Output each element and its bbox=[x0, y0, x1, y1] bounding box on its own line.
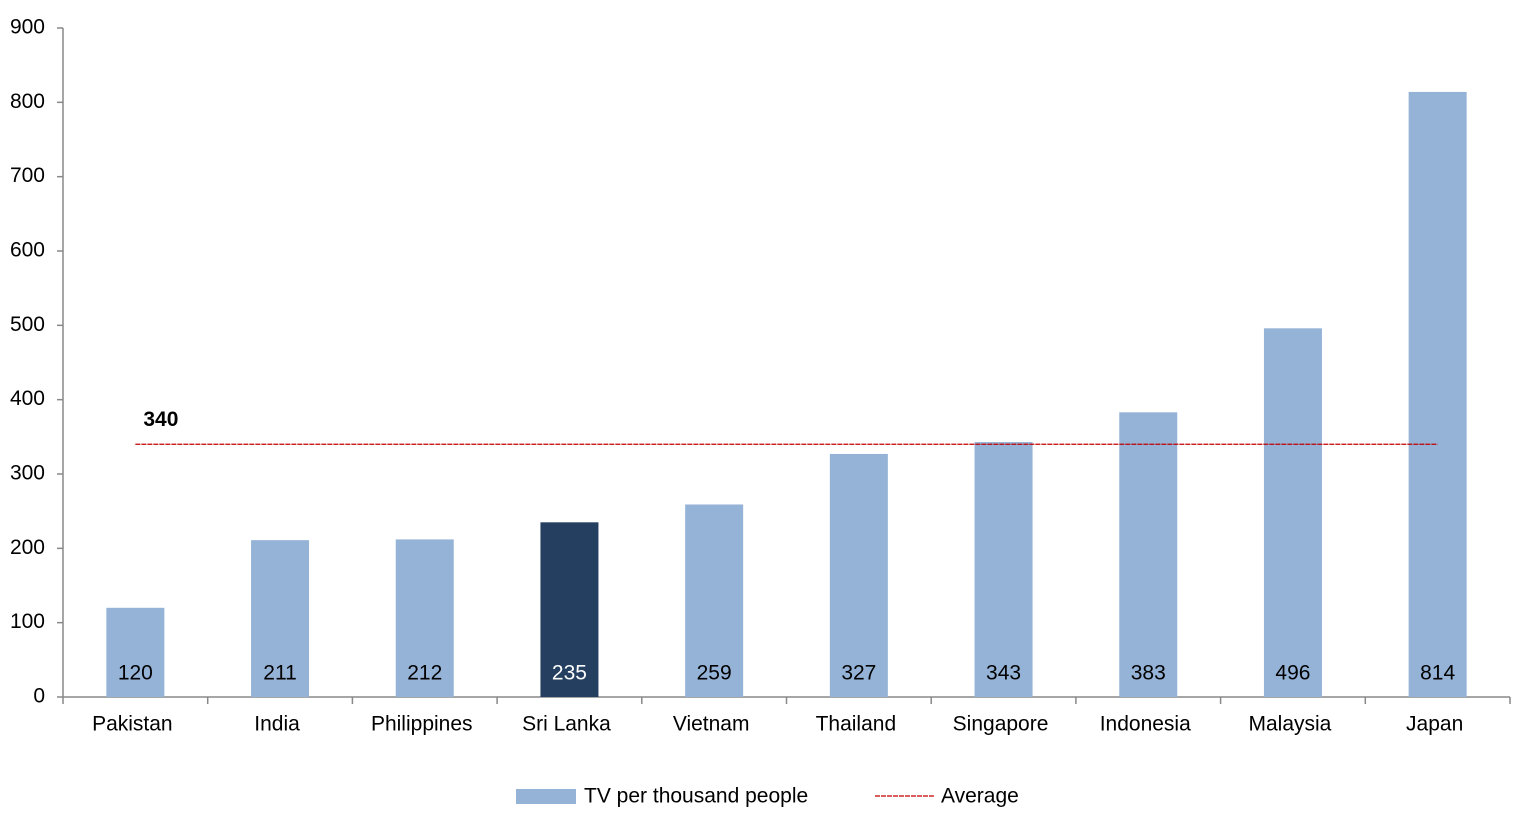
value-label: 259 bbox=[697, 662, 732, 685]
y-tick-label: 700 bbox=[10, 164, 45, 187]
y-tick-label: 600 bbox=[10, 239, 45, 262]
y-tick-label: 0 bbox=[33, 685, 45, 708]
bar bbox=[974, 442, 1033, 697]
value-label: 212 bbox=[407, 662, 442, 685]
x-tick-label: Indonesia bbox=[1100, 713, 1191, 736]
x-tick-label: Sri Lanka bbox=[522, 713, 611, 736]
bar bbox=[1263, 328, 1322, 697]
legend-swatch bbox=[516, 789, 576, 804]
x-tick-label: Malaysia bbox=[1249, 713, 1332, 736]
y-tick-label: 200 bbox=[10, 536, 45, 559]
bar bbox=[540, 522, 599, 697]
average-label: 340 bbox=[143, 408, 178, 431]
value-label: 383 bbox=[1131, 662, 1166, 685]
legend-label: TV per thousand people bbox=[584, 785, 808, 808]
value-label: 814 bbox=[1420, 662, 1455, 685]
value-label: 211 bbox=[263, 662, 296, 685]
x-tick-label: Singapore bbox=[953, 713, 1049, 736]
value-label: 235 bbox=[552, 662, 587, 685]
legend-label: Average bbox=[941, 785, 1019, 808]
bar bbox=[106, 607, 165, 697]
x-tick-label: Thailand bbox=[816, 713, 897, 736]
y-tick-label: 300 bbox=[10, 462, 45, 485]
bar bbox=[395, 539, 454, 697]
bar bbox=[829, 453, 888, 697]
y-tick-label: 900 bbox=[10, 16, 45, 39]
x-tick-label: Vietnam bbox=[673, 713, 750, 736]
y-tick-label: 400 bbox=[10, 387, 45, 410]
value-label: 327 bbox=[841, 662, 876, 685]
x-tick-label: Philippines bbox=[371, 713, 473, 736]
bar bbox=[685, 504, 744, 697]
value-label: 496 bbox=[1275, 662, 1310, 685]
y-tick-label: 800 bbox=[10, 90, 45, 113]
x-tick-label: Japan bbox=[1406, 713, 1463, 736]
value-label: 120 bbox=[118, 662, 153, 685]
y-tick-label: 100 bbox=[10, 610, 45, 633]
bar bbox=[251, 540, 310, 697]
value-label: 343 bbox=[986, 662, 1021, 685]
x-tick-label: India bbox=[254, 713, 300, 736]
x-tick-label: Pakistan bbox=[92, 713, 173, 736]
bar bbox=[1408, 91, 1467, 698]
y-tick-label: 500 bbox=[10, 313, 45, 336]
bar bbox=[1119, 412, 1178, 697]
